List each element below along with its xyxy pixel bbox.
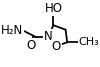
Text: H₂N: H₂N (1, 24, 23, 37)
Text: O: O (52, 40, 61, 53)
Text: CH₃: CH₃ (78, 37, 99, 47)
Text: N: N (44, 30, 52, 43)
Text: HO: HO (44, 2, 62, 15)
Text: O: O (26, 39, 36, 52)
